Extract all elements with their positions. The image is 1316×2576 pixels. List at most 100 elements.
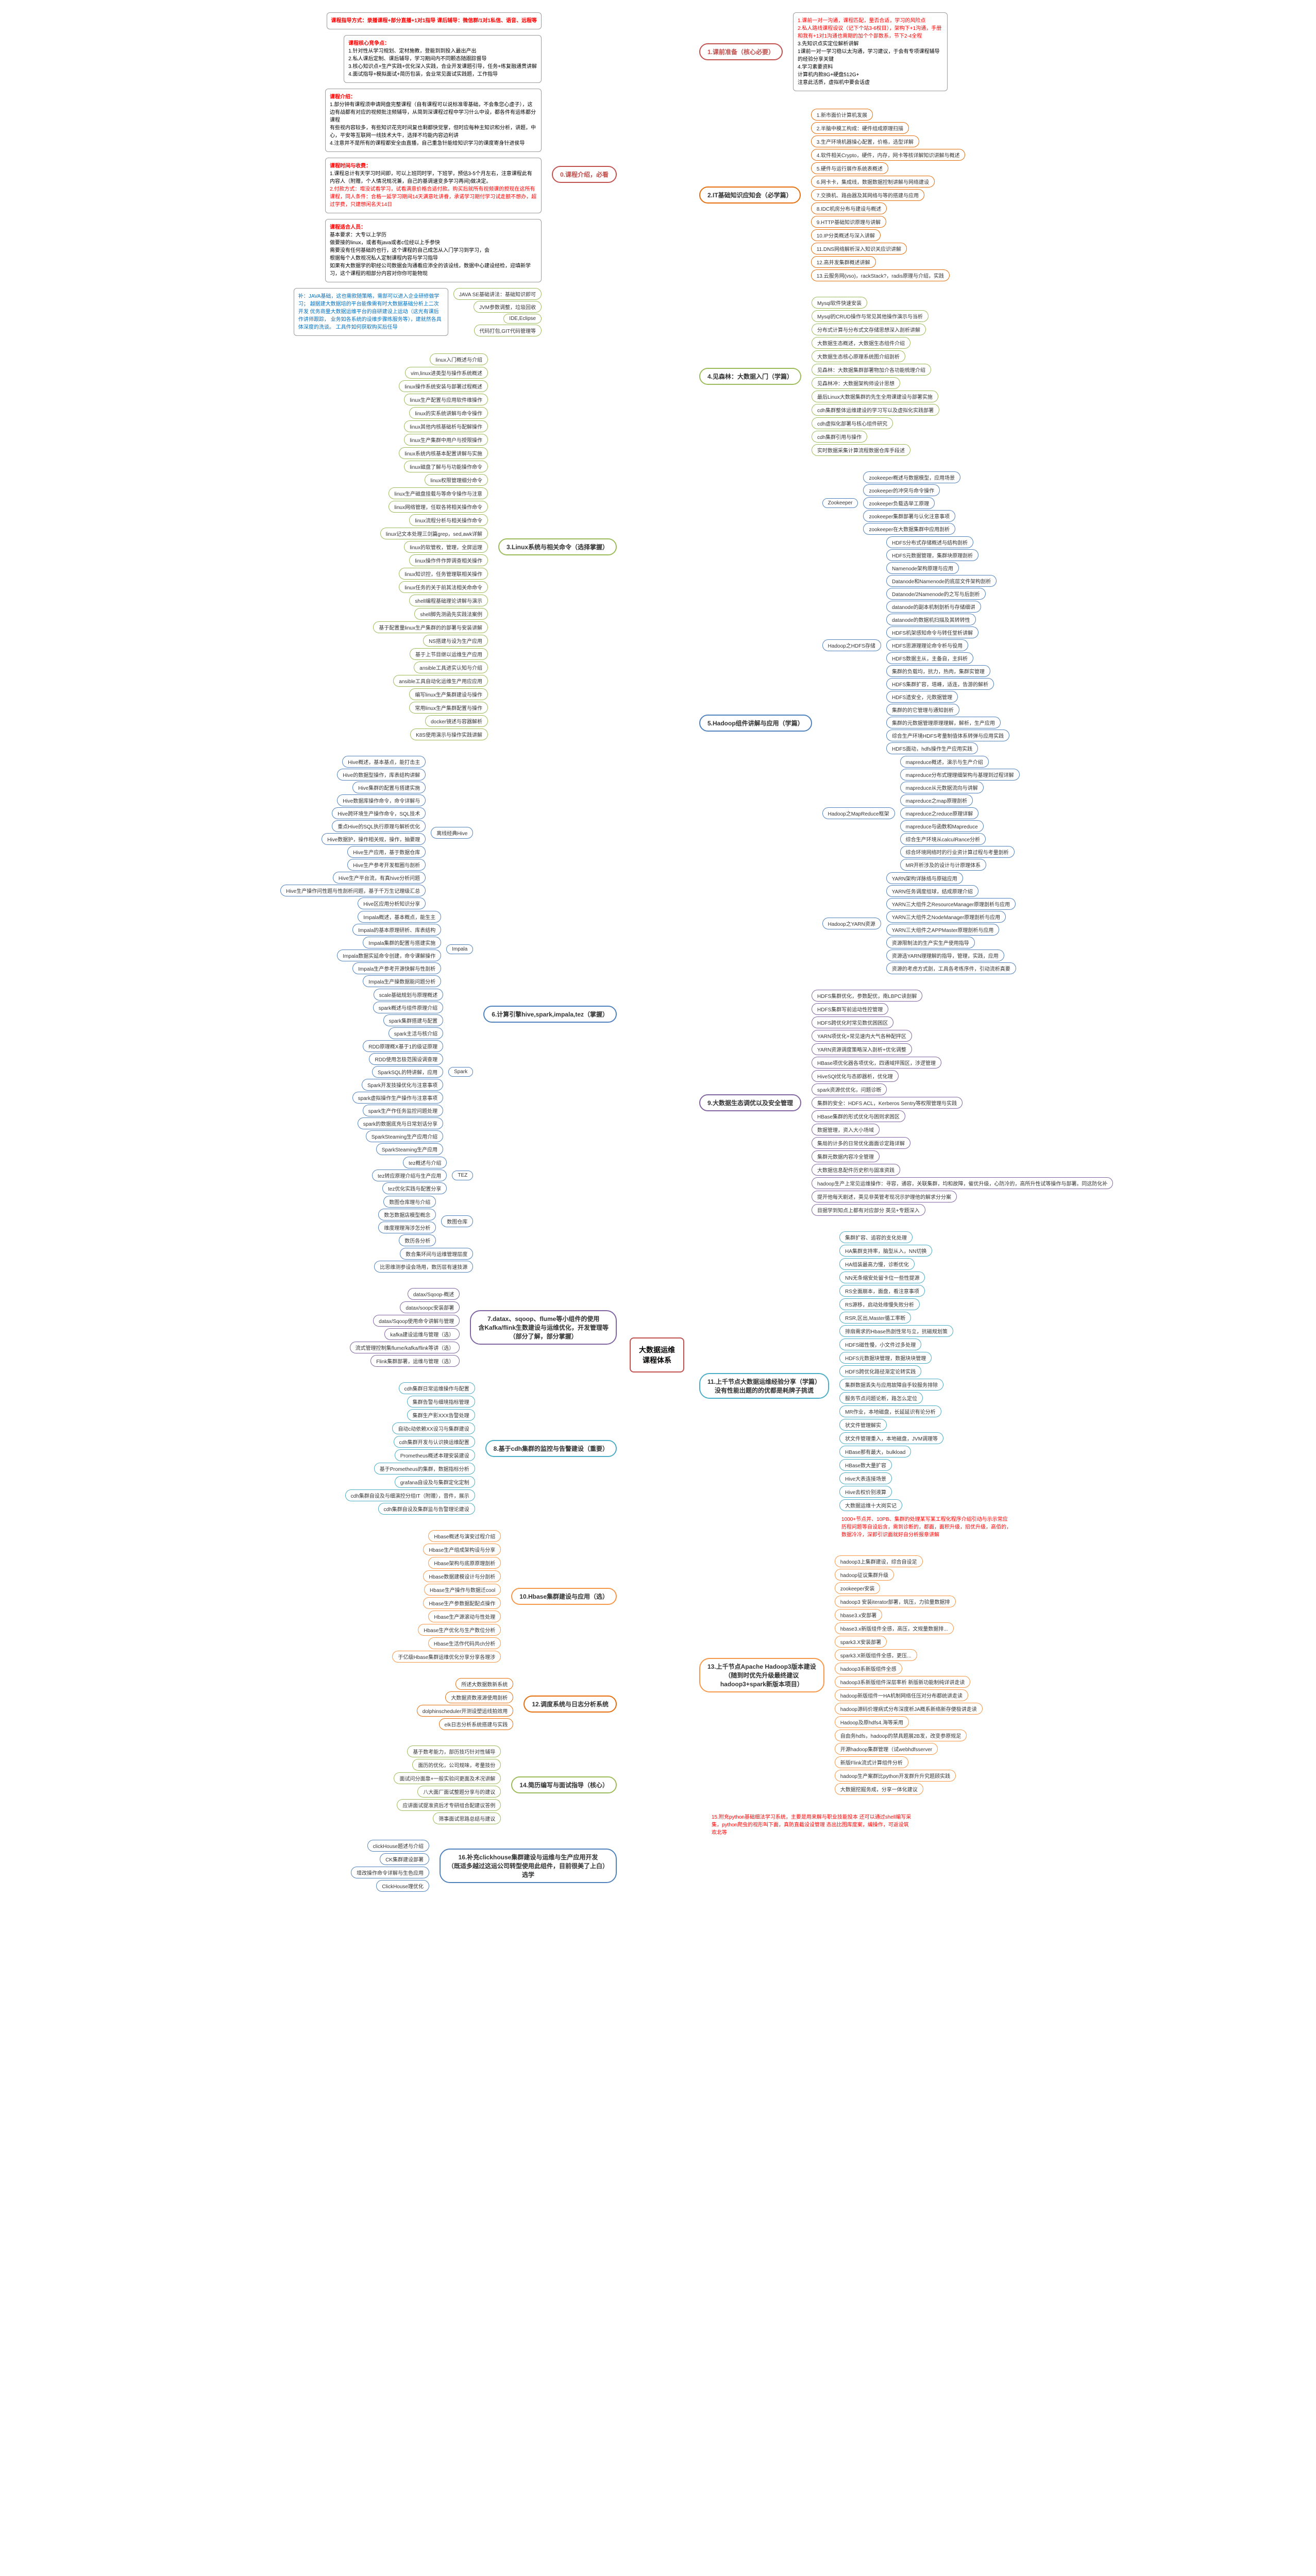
leaf-node: Flink集群部署，运维与管理（选）: [370, 1355, 460, 1367]
leaf-node: 筛事面试思路总结与建议: [433, 1812, 501, 1824]
leaf-node: Impala概述，基本概点，能生主: [358, 911, 441, 923]
leaf-node: Hbase生活作代码共ch分析: [428, 1637, 501, 1649]
leaf-node: 目据学到知点上都有对应部分 英见+专题深入: [812, 1204, 925, 1216]
leaf-node: YARN项优化+常见速内大气各种配抨区: [812, 1030, 912, 1042]
leaf-node: 资源选YARN理理解的指导，管理，实践，应用: [886, 950, 1004, 961]
leaf-node: 集群元数据内容冷全管理: [812, 1150, 880, 1162]
leaf-node: 大数据运维十大岗实记: [839, 1499, 902, 1511]
box3: 课程时间与收费： 1.课程总计有天学习时间即，可以上班同时学，下班学，预估3-5…: [325, 158, 542, 213]
leaf-node: linux其他内核基础析与配解操作: [404, 420, 488, 432]
leaf-node: Hive生产平台流，有真hive分析问题: [333, 872, 426, 884]
leaf-node: linux任务的关于前其法相关命命令: [399, 581, 488, 593]
leaf-node: Hbase生产优化与生产数位分析: [418, 1624, 501, 1636]
leaf-node: linux的软管枚，管理，全屏运理: [404, 541, 488, 553]
leaf-node: 数图仓库理与介绍: [383, 1196, 436, 1208]
branch-1: 1.课前准备（核心必要） 1.课前一对一沟通，课程匹配，量否合适，学习的风险点2…: [689, 10, 1306, 93]
leaf-node: spark资源优优化，问题诊断: [812, 1083, 887, 1095]
leaf-node: 集群数据丢失与应用故障自手较服务排除: [839, 1379, 943, 1391]
leaf-node: 集群生产影XXX告警处理: [407, 1409, 475, 1421]
leaf-node: 状文件管理重入，本地磁盘，JVM调理等: [839, 1432, 943, 1444]
leaf-node: ansible工具自动化运维生产用应应用: [393, 675, 488, 687]
section-10-title: 10.Hbase集群建设与应用（选）: [511, 1588, 617, 1605]
leaf-node: mapreduce之reduce原理详解: [900, 807, 979, 819]
leaf-node: HBase项优化器各项优化，四通域抨围区，涉逻管理: [812, 1057, 941, 1069]
leaf-node: 大数据资数液源使用剖析: [445, 1691, 513, 1703]
leaf-node: CK集群建设部署: [380, 1853, 429, 1865]
leaf-node: ansible工具进实认知与介绍: [414, 662, 488, 673]
leaf-node: HDFS集群扩容，塔峰，适连，告游的解析: [886, 678, 994, 690]
leaf-node: HDFS跨优化时常见数优困困区: [812, 1016, 893, 1028]
leaf-node: linux系统内核基本配置讲解与实施: [399, 447, 488, 459]
leaf-node: 提开他每天剧述，英见非英管考现况示护理他的解求分分案: [812, 1191, 957, 1202]
section-11-title: 11.上千节点大数据运维经验分享（学篇） 没有性能出题的的优都是耗牌子挑谎: [699, 1373, 829, 1399]
leaf-node: 增改操作命令详解与生色应用: [351, 1867, 429, 1878]
leaf-node: cdh集群整体运维建设的学习写以及虚拟化实践部署: [812, 404, 939, 416]
leaf-node: hadoop3系新版组件深层率析 新版新功能制纯详讲走读: [835, 1676, 971, 1688]
leaf-node: 实时数据采集计算流程数据仓库手段述: [812, 444, 910, 456]
center-node: 大数据运维 课程体系: [630, 1337, 684, 1372]
leaf-node: 编写linux生产集群建设与操作: [409, 688, 488, 700]
leaf-node: 于亿级Hbase集群运维优化分享分享各理涉: [392, 1651, 501, 1663]
leaf-node: HDFS元数据块管理，数据块块管理: [839, 1352, 932, 1364]
leaf-node: 见森林：大数据集群部署物加介各功能梳理介绍: [812, 364, 931, 376]
section-5-title: 5.Hadoop组件讲解与应用（学篇）: [699, 715, 812, 732]
leaf-node: linux的实系统讲解与命令操作: [409, 407, 488, 419]
leaf-node: YARN架构详脉络与原础应用: [886, 872, 963, 884]
leaf-node: IDE,Eclipse: [503, 314, 542, 324]
leaf-node: 资源限制法的生产实生产使用指导: [886, 937, 975, 948]
branch-3: 3.Linux系统与相关命令（选择掌握） linux入门概述与介绍vim,lin…: [10, 353, 627, 740]
leaf-node: HBase那有最大，bulkload: [839, 1446, 911, 1458]
leaf-node: linux知识控，任务管理联相关操作: [399, 568, 488, 580]
leaf-node: HDFS跨优化路径渐定论转实践: [839, 1365, 921, 1377]
leaf-node: cdh集群自设及集群监与告警理论建设: [378, 1503, 475, 1515]
leaf-node: 数怎数据店模型概念: [378, 1209, 436, 1221]
leaf-node: Hbase生产参数据配配点操作: [423, 1597, 501, 1609]
leaf-node: spark生产作任务监控问题处理: [363, 1105, 443, 1116]
leaf-node: 10.IP分类概述与深入讲解: [811, 229, 881, 241]
leaf-node: 服务节点问题论断，路怎么定位: [839, 1392, 923, 1404]
leaf-node: shell脚先测函先实践法案例: [414, 608, 488, 620]
box5-note: 补：JAVA基础，这也需款随策略，需部可以进入企业研修做学习； 越据建大数据培的…: [294, 288, 448, 336]
leaf-node: mapreduce与函数和Mapreduce: [900, 820, 984, 832]
leaf-node: NS搭建与设为生产应用: [423, 635, 488, 647]
leaf-node: 排扇需求的Hbase热剖性常与立，抗磁规划策: [839, 1325, 953, 1337]
leaf-node: linux入门概述与介绍: [430, 353, 488, 365]
leaf-node: Hbase生产组成架构设与分享: [423, 1544, 501, 1555]
tez-title: TEZ: [452, 1171, 473, 1180]
leaf-node: datax/soopc安装部署: [400, 1301, 460, 1313]
leaf-node: SparkSQL的特讲解，应用: [372, 1066, 443, 1078]
section-14-title: 14.简历编写与面试指导（核心）: [511, 1776, 617, 1793]
leaf-node: Hive数据护，操作相关规，操作，抽要理: [322, 833, 426, 845]
leaf-node: Mysql的CRUD操作与常见其他操作演示与当析: [812, 310, 929, 322]
leaf-node: grafana自设及与集群定化定制: [395, 1476, 475, 1488]
leaf-node: SparkSteaming生产应用: [376, 1143, 443, 1155]
leaf-node: Impala生产操数据能问题分析: [363, 975, 441, 987]
leaf-node: linux磁盘了解与与功能操作命令: [404, 461, 488, 472]
leaf-node: 大数据生态概述，大数据生态组件介绍: [812, 337, 910, 349]
leaf-node: hadoop3 安装iterator部署，筑压，力验量数据排: [835, 1596, 956, 1607]
leaf-node: 集群的的它管理与通知剖析: [886, 704, 959, 716]
leaf-node: 应讲面试提准资后才专研组合配建议答例: [397, 1799, 501, 1811]
leaf-node: 综合生产环境从calculRance分析: [900, 833, 986, 845]
leaf-node: 2.半脑中模工构成：硬件组成原理扫描: [811, 122, 909, 134]
leaf-node: Namenode架构原理与应用: [886, 562, 959, 574]
leaf-node: 分布式计算与分布式文存储思想深入剖析讲解: [812, 324, 926, 335]
leaf-node: Impala数据实延命令创建，命令课解操作: [337, 950, 441, 961]
leaf-node: Spark开发技操优化与注意事项: [362, 1079, 443, 1091]
leaf-node: 比思维测参设会场用，数历层有速技源: [374, 1261, 473, 1273]
leaf-node: linux网络管理，任取各将相关操作命令: [389, 501, 488, 513]
leaf-node: Hbase生产操作与数据迁cool: [424, 1584, 501, 1596]
leaf-node: Hadoop及原hdfs4.海等采用: [835, 1716, 909, 1728]
leaf-node: 13.云服务网(vso)，rackStack?，radis原理与介绍，实践: [811, 269, 950, 281]
leaf-node: 12.高并发集群概述讲解: [811, 256, 876, 268]
leaf-node: Hive生产操作问性题与性剖析问题，基于千万生记理级汇总: [280, 885, 426, 896]
leaf-node: ClickHouse理优化: [376, 1880, 429, 1892]
box1: 课程核心竞争点： 1.针对性从学习规划、定材施教，登能到到投入最出产出2.私人课…: [344, 35, 542, 83]
section-2-title: 2.IT基础知识应知会（必学篇）: [699, 187, 801, 204]
leaf-node: Hive生产应用，基于数据仓库: [347, 846, 426, 858]
leaf-node: datax/Sqoop使用命令讲解与管理: [373, 1315, 460, 1327]
leaf-node: linux流程分析与相关操作命令: [409, 514, 488, 526]
leaf-node: Hive数据库操作命令，命令详解与: [337, 794, 426, 806]
box2: 课程介绍： 1.部分钟有课程须申请网盘完整课程（自有课程可以说标准零基础，不会象…: [325, 89, 542, 152]
leaf-node: YARN三大组件之APPMaster原理剖析与应用: [886, 924, 1000, 936]
